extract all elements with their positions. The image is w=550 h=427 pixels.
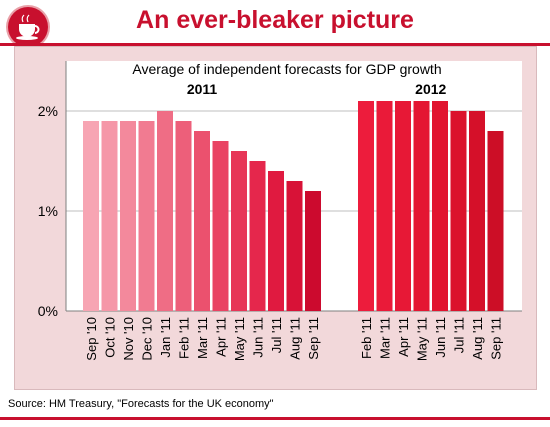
x-tick-label: Apr '11 (396, 317, 411, 357)
bar (101, 121, 118, 311)
bar (432, 101, 448, 311)
bar (120, 121, 136, 311)
x-tick-label: Aug '11 (470, 317, 485, 360)
bar (469, 111, 485, 311)
bar (157, 111, 173, 311)
x-tick-label: Aug '11 (288, 317, 303, 360)
bar (194, 131, 210, 311)
x-tick-label: Jul '11 (269, 317, 284, 353)
bar (487, 131, 504, 311)
x-tick-label: Oct '10 (103, 317, 118, 358)
x-tick-label: May '11 (232, 317, 247, 361)
bar (286, 181, 303, 311)
teacup-pound-icon (8, 7, 48, 47)
bar (376, 101, 393, 311)
x-tick-label: Jun '11 (251, 317, 266, 358)
x-tick-label: Jul '11 (452, 317, 467, 353)
source-note: Source: HM Treasury, "Forecasts for the … (8, 398, 274, 410)
x-tick-label: Feb '11 (177, 317, 192, 359)
x-tick-label: Jun '11 (433, 317, 448, 358)
chart-title: Average of independent forecasts for GDP… (132, 61, 441, 77)
y-tick-label: 0% (38, 303, 58, 319)
x-tick-label: Mar '11 (195, 317, 210, 359)
bar (450, 111, 467, 311)
bar (358, 101, 374, 311)
x-tick-label: Apr '11 (214, 317, 229, 357)
bar (395, 101, 411, 311)
bar (212, 141, 229, 311)
x-tick-label: Mar '11 (378, 317, 393, 359)
footer-divider (0, 417, 550, 420)
chart-area: Average of independent forecasts for GDP… (14, 46, 537, 390)
page-title: An ever-bleaker picture (136, 6, 414, 34)
bar (413, 101, 430, 311)
x-tick-label: Sep '10 (84, 317, 99, 361)
bar (249, 161, 266, 311)
x-tick-label: Dec '10 (140, 317, 155, 361)
title-divider (0, 43, 550, 46)
gdp-forecast-chart: Average of independent forecasts for GDP… (38, 61, 522, 361)
bar (268, 171, 284, 311)
y-tick-label: 2% (38, 103, 58, 119)
bar (138, 121, 155, 311)
bar (83, 121, 99, 311)
x-tick-label: Sep '11 (489, 317, 504, 360)
x-tick-label: Sep '11 (306, 317, 321, 360)
bar (231, 151, 247, 311)
x-tick-label: Nov '10 (121, 317, 136, 361)
y-tick-label: 1% (38, 203, 58, 219)
group-label: 2012 (415, 81, 446, 97)
bar (305, 191, 321, 311)
x-tick-label: May '11 (415, 317, 430, 361)
bar (175, 121, 192, 311)
group-label: 2011 (187, 81, 218, 97)
x-tick-label: Jan '11 (158, 317, 173, 358)
x-tick-label: Feb '11 (359, 317, 374, 359)
